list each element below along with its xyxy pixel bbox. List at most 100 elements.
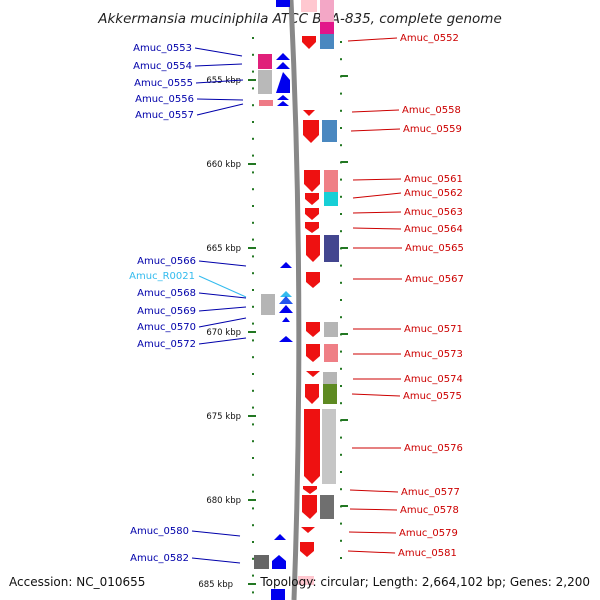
gene-arrow-down[interactable]	[303, 120, 319, 143]
gene-label-right[interactable]: Amuc_0573	[404, 349, 463, 360]
minor-tick	[340, 471, 342, 473]
gene-arrow-down[interactable]	[306, 235, 320, 262]
forward-strand-blocks	[254, 54, 275, 569]
gene-arrow-down[interactable]	[300, 542, 314, 557]
right-gene-labels: Amuc_0552 Amuc_0558 Amuc_0559 Amuc_0561 …	[398, 33, 464, 559]
gene-arrow-down[interactable]	[303, 486, 317, 494]
minor-tick	[340, 109, 342, 112]
gene-arrow-up[interactable]	[276, 53, 290, 60]
minor-tick	[252, 423, 254, 426]
gene-arrow-up[interactable]	[280, 262, 292, 268]
minor-tick	[340, 230, 342, 233]
gene-arrow-up[interactable]	[279, 336, 293, 342]
reverse-strand-features	[298, 0, 320, 585]
gene-arrow-down[interactable]	[306, 272, 320, 288]
gene-feature[interactable]	[298, 576, 314, 585]
gene-arrow-up[interactable]	[279, 305, 293, 313]
gene-arrow-down[interactable]	[305, 208, 319, 220]
minor-tick	[340, 488, 342, 491]
gene-label-right[interactable]: Amuc_0579	[399, 528, 458, 539]
gene-label-left[interactable]: Amuc_0556	[135, 94, 194, 105]
gene-label-left[interactable]: Amuc_0572	[137, 339, 196, 350]
minor-tick	[252, 524, 254, 527]
gene-feature[interactable]	[271, 589, 285, 600]
gene-arrow-up[interactable]	[282, 317, 290, 322]
gene-label-right[interactable]: Amuc_0552	[400, 33, 459, 44]
gene-arrow-up[interactable]	[276, 72, 290, 93]
gene-label-right[interactable]: Amuc_0558	[402, 105, 461, 116]
minor-tick	[252, 473, 254, 476]
leader-line	[352, 211, 402, 214]
gene-arrow-down[interactable]	[306, 322, 320, 337]
rna-label-left[interactable]: Amuc_R0021	[129, 271, 195, 282]
leader-line	[196, 103, 244, 116]
gene-label-left[interactable]: Amuc_0580	[130, 526, 189, 537]
gene-label-left[interactable]: Amuc_0554	[133, 61, 192, 72]
minor-tick	[252, 574, 254, 577]
gene-arrow-down[interactable]	[305, 222, 319, 233]
gene-label-left[interactable]: Amuc_0553	[133, 43, 192, 54]
gene-arrow-down[interactable]	[302, 495, 317, 519]
gene-arrow-up[interactable]	[276, 62, 290, 69]
leader-line	[198, 292, 247, 299]
gene-arrow-up[interactable]	[272, 555, 286, 569]
leader-line	[191, 530, 241, 537]
gene-arrow-down[interactable]	[302, 36, 316, 49]
gene-feature[interactable]	[276, 0, 290, 7]
gene-label-right[interactable]: Amuc_0574	[404, 374, 463, 385]
minor-tick	[252, 490, 254, 493]
gene-arrow-up[interactable]	[279, 296, 293, 304]
gene-label-right[interactable]: Amuc_0578	[400, 505, 459, 516]
block-olive	[323, 384, 337, 404]
tick-label-685: 685 kbp	[198, 580, 233, 590]
gene-arrow-down[interactable]	[305, 384, 319, 404]
leader-line	[198, 275, 247, 298]
gene-label-right[interactable]: Amuc_0561	[404, 174, 463, 185]
minor-tick	[340, 58, 342, 61]
gene-label-left[interactable]: Amuc_0555	[134, 78, 193, 89]
minor-tick	[252, 154, 254, 157]
gene-arrow-down[interactable]	[304, 170, 320, 192]
leader-line	[349, 508, 398, 511]
gene-arrow-down[interactable]	[306, 371, 320, 377]
gene-label-left[interactable]: Amuc_0570	[137, 322, 196, 333]
gene-arrow-down[interactable]	[305, 193, 319, 205]
gene-arrow-up[interactable]	[277, 95, 289, 100]
gene-arrow-up[interactable]	[274, 534, 286, 540]
gene-label-right[interactable]: Amuc_0562	[404, 188, 463, 199]
gene-label-left[interactable]: Amuc_0566	[137, 256, 196, 267]
leader-line	[351, 109, 400, 113]
right-scale	[340, 41, 348, 559]
gene-label-right[interactable]: Amuc_0565	[405, 243, 464, 254]
block-dark-gray	[320, 495, 334, 519]
gene-label-right[interactable]: Amuc_0571	[404, 324, 463, 335]
left-scale: 655 kbp 660 kbp 665 kbp 670 kbp 675 kbp …	[198, 37, 256, 594]
minor-tick	[252, 205, 254, 207]
gene-label-right[interactable]: Amuc_0577	[401, 487, 460, 498]
gene-arrow-down[interactable]	[303, 110, 315, 116]
gene-label-left[interactable]: Amuc_0569	[137, 306, 196, 317]
block-pink	[259, 100, 273, 106]
gene-label-left[interactable]: Amuc_0557	[135, 110, 194, 121]
minor-tick	[252, 389, 254, 392]
gene-label-right[interactable]: Amuc_0567	[405, 274, 464, 285]
gene-label-left[interactable]: Amuc_0582	[130, 553, 189, 564]
minor-tick	[252, 171, 254, 174]
minor-tick	[252, 541, 254, 543]
gene-label-left[interactable]: Amuc_0568	[137, 288, 196, 299]
gene-arrow-up[interactable]	[277, 101, 289, 106]
gene-arrow-down[interactable]	[306, 344, 320, 362]
block-pink	[320, 0, 334, 22]
gene-label-right[interactable]: Amuc_0576	[404, 443, 463, 454]
gene-arrow-down[interactable]	[304, 409, 320, 484]
minor-tick	[340, 402, 342, 405]
gene-label-right[interactable]: Amuc_0559	[403, 124, 462, 135]
rna-arrow-up[interactable]	[280, 291, 292, 297]
minor-tick	[252, 37, 254, 39]
gene-label-right[interactable]: Amuc_0575	[403, 391, 462, 402]
gene-label-right[interactable]: Amuc_0581	[398, 548, 457, 559]
gene-label-right[interactable]: Amuc_0564	[404, 224, 463, 235]
gene-arrow-down[interactable]	[301, 527, 315, 533]
gene-label-right[interactable]: Amuc_0563	[404, 207, 463, 218]
gene-feature[interactable]	[301, 0, 317, 12]
